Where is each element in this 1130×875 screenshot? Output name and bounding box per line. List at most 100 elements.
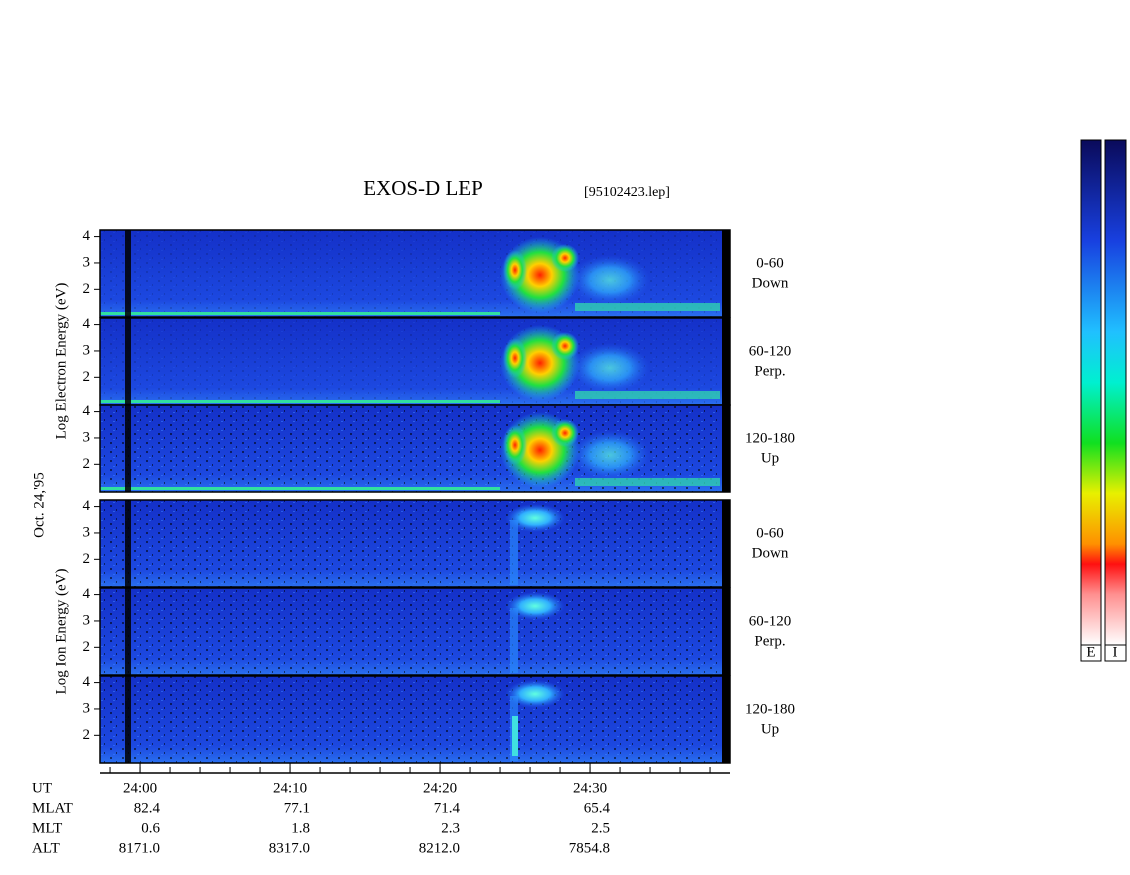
data-gap [722,588,730,675]
data-gap [722,405,730,492]
ephemeris-value: 8171.0 [119,840,160,856]
y-tick-label: 3 [83,342,91,358]
x-tick-label: 24:00 [123,780,157,796]
noise [100,676,730,763]
y-tick-label: 4 [83,316,91,332]
ephemeris-value: 8317.0 [269,840,310,856]
ephemeris-value: 65.4 [584,800,611,816]
ephemeris-value: 2.5 [591,820,610,836]
ephemeris-value: 1.8 [291,820,310,836]
data-gap [125,588,131,675]
precipitation [551,419,579,447]
y-tick-label: 2 [83,639,91,655]
ion-beam [505,504,565,532]
y-tick-label: 4 [83,403,91,419]
data-gap [722,318,730,405]
y-tick-label: 3 [83,700,91,716]
y-tick-label: 3 [83,429,91,445]
ephemeris-value: 71.4 [434,800,461,816]
precipitation [503,425,527,465]
noise [100,500,730,587]
panel-frame [99,499,731,588]
trapped-band [575,303,720,311]
panel-angle: 0-60 [756,255,784,271]
panel-direction: Perp. [754,633,785,649]
ephemeris-label: UT [32,780,52,796]
precipitation [551,332,579,360]
colorbar-label: I [1113,644,1118,660]
ion-column [512,716,518,756]
ephemeris-value: 82.4 [134,800,161,816]
panel-direction: Up [761,721,779,737]
ephemeris-label: MLAT [32,800,73,816]
colorbar [1104,139,1127,646]
y-axis-label: Log Ion Energy (eV) [53,569,69,695]
ephemeris-label: ALT [32,840,60,856]
ion-beam [505,592,565,620]
data-gap [125,230,131,317]
y-tick-label: 2 [83,369,91,385]
ion-column [510,520,518,585]
ion-column [510,608,518,673]
low-energy-band [100,400,500,403]
colorbars: E I [1080,139,1127,662]
panel-frame [99,229,731,318]
chart-title: EXOS-D LEP [363,176,483,200]
trapped-band [575,391,720,399]
panel-angle: 120-180 [745,430,795,446]
panel-angle: 120-180 [745,701,795,717]
data-gap [125,500,131,587]
data-gap [125,318,131,405]
y-tick-label: 4 [83,228,91,244]
colorbar-label: E [1086,644,1095,660]
y-tick-label: 4 [83,498,91,514]
date-label: Oct. 24,'95 [31,472,47,538]
ephemeris-value: 8212.0 [419,840,460,856]
y-tick-label: 2 [83,281,91,297]
y-tick-label: 4 [83,586,91,602]
diffuse [570,430,650,480]
x-tick-label: 24:10 [273,780,307,796]
ephemeris-value: 0.6 [141,820,160,836]
y-tick-label: 3 [83,524,91,540]
colorbar-label-box [1080,644,1102,662]
data-gap [125,676,131,763]
trapped-band [575,478,720,486]
precipitation [503,250,527,290]
panel-frame [99,675,731,764]
panel-angle: 60-120 [749,343,792,359]
panel-frame [99,587,731,676]
x-tick-label: 24:30 [573,780,607,796]
noise [100,588,730,675]
ephemeris-value: 77.1 [284,800,310,816]
y-tick-label: 2 [83,727,91,743]
data-gap [722,500,730,587]
precipitation [503,338,527,378]
data-gap [722,230,730,317]
y-tick-label: 4 [83,674,91,690]
panel-direction: Perp. [754,363,785,379]
y-axis-label: Log Electron Energy (eV) [53,283,69,440]
low-energy-band [100,487,500,490]
data-gap [722,676,730,763]
ephemeris-value: 2.3 [441,820,460,836]
ephemeris-label: MLT [32,820,62,836]
colorbar [1080,139,1102,646]
panel-frame [99,404,731,493]
diffuse [570,343,650,393]
panel-direction: Down [752,545,789,561]
data-gap [125,405,131,492]
colorbar-label-box [1104,644,1127,662]
precipitation [551,244,579,272]
diffuse [570,255,650,305]
panel-direction: Up [761,450,779,466]
y-tick-label: 2 [83,456,91,472]
y-tick-label: 3 [83,612,91,628]
panel-angle: 0-60 [756,525,784,541]
y-tick-label: 2 [83,551,91,567]
ephemeris-value: 7854.8 [569,840,610,856]
file-name: [95102423.lep] [584,185,670,200]
panel-direction: Down [752,275,789,291]
panel-angle: 60-120 [749,613,792,629]
